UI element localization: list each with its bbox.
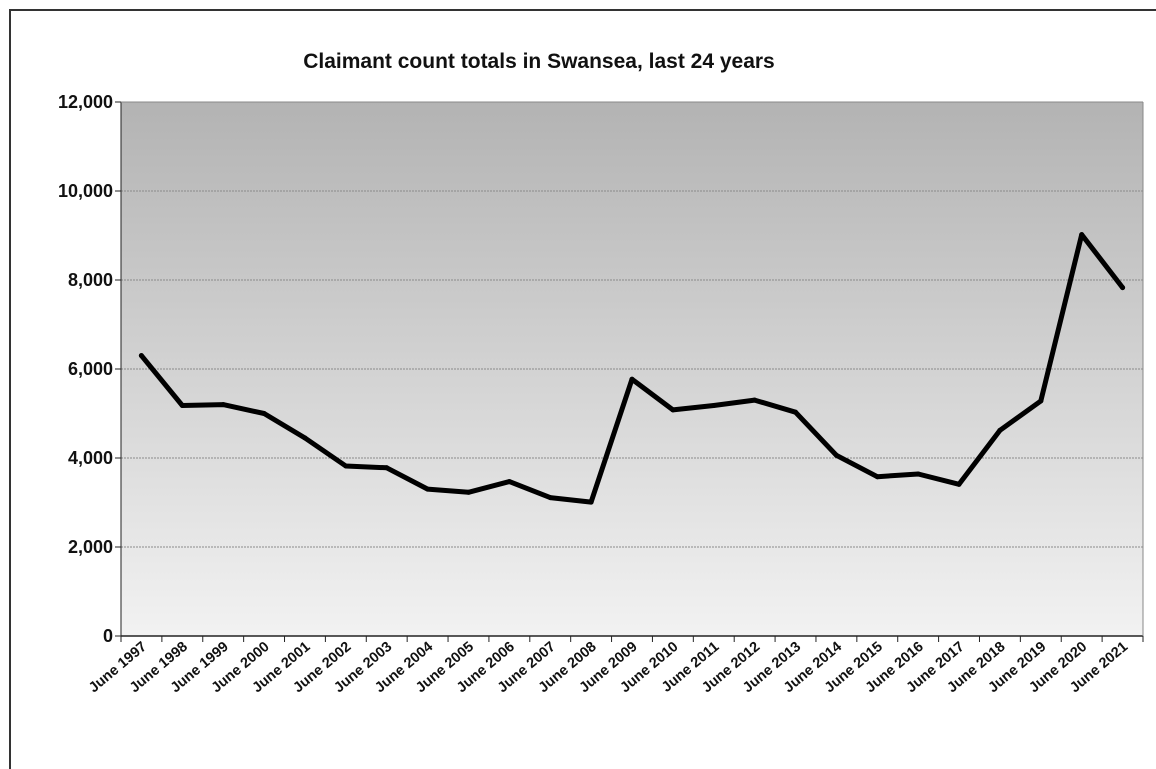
data-point xyxy=(384,465,390,471)
y-tick-label: 8,000 xyxy=(68,270,113,290)
chart-title: Claimant count totals in Swansea, last 2… xyxy=(303,50,775,73)
data-point xyxy=(547,495,553,501)
data-point xyxy=(1079,232,1085,238)
series-layer xyxy=(138,232,1126,505)
chart-frame xyxy=(9,9,1156,769)
data-point xyxy=(343,463,349,469)
axes xyxy=(115,101,1144,642)
data-point xyxy=(997,427,1003,433)
y-axis-ticks: 0 2,000 4,000 6,000 8,000 10,000 12,000 xyxy=(58,92,113,646)
data-point xyxy=(425,486,431,492)
y-tick-label: 4,000 xyxy=(68,448,113,468)
data-point xyxy=(179,403,185,408)
data-point xyxy=(670,407,676,413)
data-point xyxy=(506,479,512,485)
data-point xyxy=(915,471,921,477)
data-point xyxy=(220,402,226,408)
data-point xyxy=(956,481,962,487)
data-point xyxy=(629,376,635,382)
y-tick-label: 10,000 xyxy=(58,181,113,201)
y-tick-label: 0 xyxy=(103,626,113,646)
y-tick-label: 2,000 xyxy=(68,537,113,557)
data-point xyxy=(261,411,267,416)
data-point xyxy=(302,435,308,441)
data-point xyxy=(138,353,144,359)
y-tick-label: 6,000 xyxy=(68,359,113,379)
data-point xyxy=(588,499,594,505)
data-point xyxy=(1038,398,1044,404)
data-point xyxy=(711,403,717,408)
data-point xyxy=(752,397,758,403)
y-tick-label: 12,000 xyxy=(58,92,113,112)
data-point xyxy=(466,489,471,495)
data-point xyxy=(833,452,839,458)
data-point xyxy=(793,409,798,415)
data-point xyxy=(1120,285,1126,291)
data-point xyxy=(874,474,880,480)
